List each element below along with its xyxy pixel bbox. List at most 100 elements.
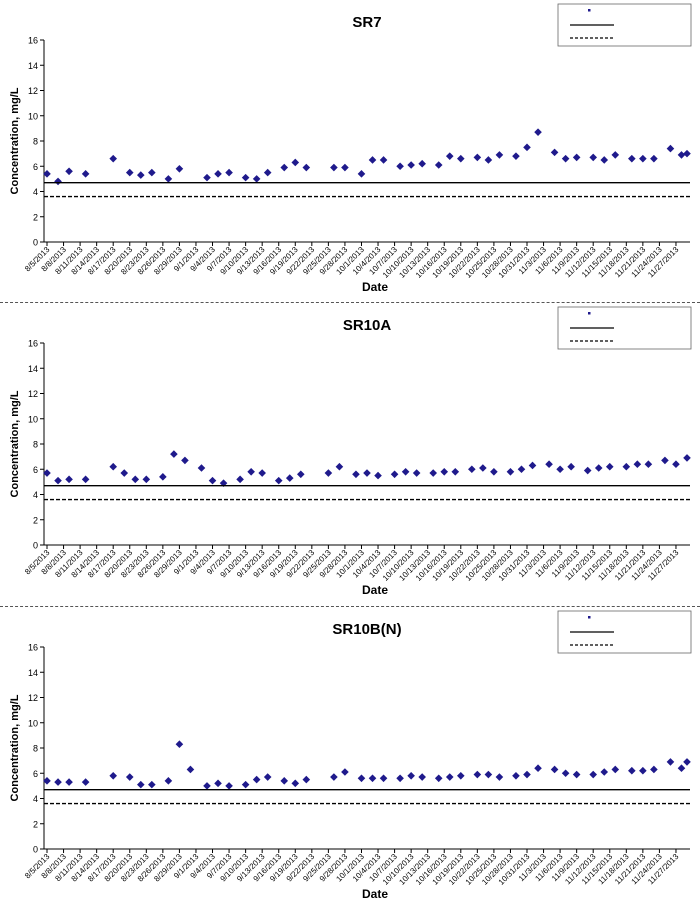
y-axis-label: Concentration, mg/L — [9, 87, 21, 194]
data-point — [148, 168, 156, 177]
data-point — [523, 143, 531, 152]
data-point — [561, 769, 570, 778]
data-point — [335, 462, 344, 471]
data-point — [214, 779, 222, 788]
data-point — [142, 475, 151, 484]
chart-title: SR10A — [343, 317, 392, 334]
data-point — [407, 771, 415, 780]
data-point — [456, 154, 465, 163]
data-point — [214, 170, 222, 178]
data-point — [263, 773, 272, 781]
data-point — [550, 765, 559, 774]
data-point — [512, 152, 520, 160]
data-point — [65, 167, 73, 176]
legend — [557, 610, 692, 654]
data-point — [43, 777, 51, 785]
data-point — [341, 163, 349, 172]
data-point — [473, 770, 482, 779]
data-point — [341, 768, 349, 776]
data-point — [131, 475, 140, 484]
data-point — [628, 766, 636, 775]
data-point — [589, 770, 598, 779]
y-tick-label: 0 — [33, 238, 38, 248]
x-axis-label: Date — [362, 280, 388, 294]
data-point — [379, 156, 388, 164]
y-tick-label: 10 — [28, 111, 38, 121]
y-tick-label: 8 — [33, 744, 38, 754]
y-tick-label: 6 — [33, 162, 38, 172]
data-point — [136, 171, 145, 179]
data-point — [473, 153, 482, 162]
y-tick-label: 6 — [33, 465, 38, 475]
y-tick-label: 8 — [33, 440, 38, 450]
data-point — [374, 471, 382, 480]
data-point — [252, 775, 261, 784]
data-point — [683, 149, 691, 158]
data-point — [203, 782, 211, 790]
data-point — [490, 467, 498, 476]
data-point — [241, 780, 250, 789]
data-point — [611, 765, 620, 774]
data-point — [605, 462, 614, 471]
data-point — [54, 476, 62, 485]
data-point — [534, 128, 542, 136]
data-point — [252, 175, 261, 183]
data-point — [368, 156, 377, 164]
data-point — [650, 765, 658, 774]
data-point — [512, 771, 520, 780]
chart-title: SR7 — [352, 14, 381, 31]
data-point — [291, 779, 300, 788]
data-point — [451, 467, 460, 476]
data-point — [125, 773, 134, 781]
data-point — [120, 469, 129, 477]
data-point — [683, 454, 691, 462]
y-tick-label: 12 — [28, 693, 38, 703]
y-tick-label: 12 — [28, 389, 38, 399]
data-point — [401, 467, 410, 476]
data-point — [396, 162, 404, 171]
y-tick-label: 14 — [28, 364, 38, 374]
data-point — [363, 469, 371, 477]
data-point — [666, 758, 675, 766]
data-point — [611, 151, 620, 159]
legend-marker-points — [588, 312, 591, 315]
data-point — [440, 467, 449, 476]
y-tick-label: 16 — [28, 339, 38, 349]
data-point — [296, 470, 305, 479]
data-point — [677, 151, 686, 159]
y-axis-label: Concentration, mg/L — [9, 390, 21, 497]
data-point — [81, 778, 90, 786]
data-point — [81, 170, 90, 178]
x-axis-label: Date — [362, 887, 388, 901]
data-point — [567, 462, 575, 471]
legend-marker-points — [588, 9, 591, 12]
data-point — [379, 774, 388, 783]
data-point — [666, 144, 675, 153]
data-point — [65, 475, 73, 484]
x-axis-label: Date — [362, 583, 388, 597]
data-point — [445, 152, 454, 160]
y-tick-label: 14 — [28, 668, 38, 678]
data-point — [534, 764, 542, 772]
data-point — [175, 740, 184, 749]
data-point — [54, 177, 62, 186]
data-point — [550, 148, 559, 157]
chart-panel: SR10B(N) 0 2 4 6 8 10 12 14 16 Concentration, mg/L… — [9, 610, 692, 901]
data-point — [285, 474, 294, 482]
data-point — [164, 777, 173, 785]
data-point — [291, 158, 300, 167]
data-point — [479, 464, 487, 472]
data-point — [247, 467, 255, 476]
data-point — [589, 153, 598, 162]
data-point — [545, 460, 553, 468]
data-point — [622, 462, 631, 471]
y-tick-label: 2 — [33, 212, 38, 222]
data-point — [517, 465, 526, 474]
data-point — [263, 168, 272, 177]
data-point — [352, 470, 360, 479]
data-point — [302, 163, 311, 172]
data-point — [330, 163, 338, 172]
y-tick-label: 4 — [33, 794, 38, 804]
data-point — [54, 778, 62, 786]
